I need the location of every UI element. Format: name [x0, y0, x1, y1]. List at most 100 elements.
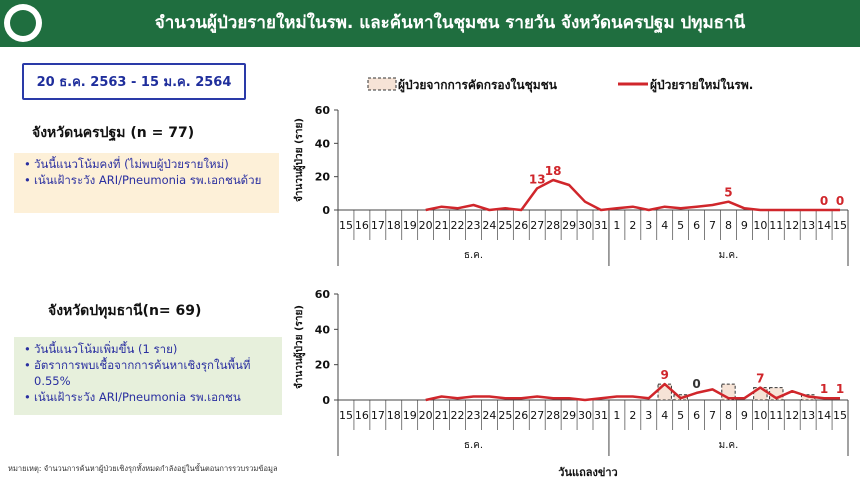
x-tick-label: 18	[387, 219, 401, 232]
y-tick-label: 60	[315, 104, 331, 117]
y-tick-label: 40	[315, 137, 331, 150]
province2-note: วันนี้แนวโน้มเพิ่มขึ้น (1 ราย)	[24, 341, 278, 357]
data-label: 7	[756, 372, 764, 386]
footnote: หมายเหตุ: จำนวนการค้นหาผู้ป่วยเชิงรุกทั้…	[8, 464, 278, 473]
x-tick-label: 10	[753, 219, 767, 232]
x-tick-label: 15	[339, 409, 353, 422]
y-tick-label: 40	[315, 323, 331, 336]
x-tick-label: 21	[435, 219, 449, 232]
y-axis-label: จำนวนผู้ป่วย (ราย)	[293, 118, 306, 202]
legend: ผู้ป่วยจากการคัดกรองในชุมชน ผู้ป่วยรายให…	[367, 77, 753, 93]
x-tick-label: 6	[693, 219, 700, 232]
data-label: 0	[820, 194, 828, 208]
x-tick-label: 24	[482, 219, 496, 232]
x-tick-label: 19	[403, 409, 417, 422]
x-tick-label: 3	[645, 409, 652, 422]
province2-note: เน้นเฝ้าระวัง ARI/Pneumonia รพ.เอกชน	[24, 389, 278, 405]
x-tick-label: 30	[578, 219, 592, 232]
x-tick-label: 20	[419, 219, 433, 232]
x-tick-label: 18	[387, 409, 401, 422]
x-tick-label: 13	[801, 219, 815, 232]
x-tick-label: 5	[677, 409, 684, 422]
data-label: 0	[836, 194, 844, 208]
x-tick-label: 28	[546, 219, 560, 232]
x-tick-label: 14	[817, 409, 831, 422]
y-tick-label: 60	[315, 288, 331, 301]
x-tick-label: 8	[725, 219, 732, 232]
x-tick-label: 31	[594, 219, 608, 232]
x-tick-label: 25	[498, 219, 512, 232]
x-tick-label: 9	[741, 409, 748, 422]
y-tick-label: 20	[315, 171, 331, 184]
province2-note: อัตราการพบเชื้อจากการค้นหาเชิงรุกในพื้นท…	[24, 357, 278, 389]
series-line	[425, 382, 840, 402]
x-tick-label: 23	[466, 409, 480, 422]
x-tick-label: 19	[403, 219, 417, 232]
data-label: 5	[724, 186, 732, 200]
x-tick-label: 28	[546, 409, 560, 422]
x-tick-label: 10	[753, 409, 767, 422]
x-tick-label: 25	[498, 409, 512, 422]
x-tick-label: 23	[466, 219, 480, 232]
ministry-logo-icon	[4, 4, 42, 42]
page-title: จำนวนผู้ป่วยรายใหม่ในรพ. และค้นหาในชุมชน…	[154, 13, 746, 33]
y-tick-label: 0	[322, 394, 330, 407]
x-tick-label: 12	[785, 219, 799, 232]
x-tick-label: 21	[435, 409, 449, 422]
province1-label: จังหวัดนครปฐม (n = 77)	[32, 125, 195, 141]
data-label: 13	[529, 172, 546, 186]
x-tick-label: 8	[725, 409, 732, 422]
x-tick-label: 16	[355, 219, 369, 232]
x-tick-label: 15	[833, 409, 847, 422]
series-line	[425, 178, 840, 212]
data-label: 1	[836, 382, 844, 396]
x-tick-label: 13	[801, 409, 815, 422]
x-tick-label: 31	[594, 409, 608, 422]
x-tick-label: 2	[629, 409, 636, 422]
province1-note: วันนี้แนวโน้มคงที่ (ไม่พบผู้ป่วยรายใหม่)	[24, 156, 275, 172]
x-tick-label: 29	[562, 409, 576, 422]
province2-notes: วันนี้แนวโน้มเพิ่มขึ้น (1 ราย) อัตราการพ…	[14, 337, 282, 415]
x-tick-label: 15	[339, 219, 353, 232]
x-tick-label: 11	[769, 219, 783, 232]
x-tick-label: 26	[514, 409, 528, 422]
x-tick-label: 16	[355, 409, 369, 422]
header-bar: จำนวนผู้ป่วยรายใหม่ในรพ. และค้นหาในชุมชน…	[0, 0, 860, 47]
x-tick-label: 17	[371, 219, 385, 232]
province1-notes: วันนี้แนวโน้มคงที่ (ไม่พบผู้ป่วยรายใหม่)…	[14, 153, 279, 213]
x-tick-label: 22	[451, 219, 465, 232]
x-tick-label: 9	[741, 219, 748, 232]
date-range-box: 20 ธ.ค. 2563 - 15 ม.ค. 2564	[22, 63, 246, 100]
x-tick-label: 7	[709, 219, 716, 232]
x-tick-label: 27	[530, 219, 544, 232]
legend-line-label: ผู้ป่วยรายใหม่ในรพ.	[650, 77, 753, 93]
data-label: 9	[661, 368, 669, 382]
province1-note: เน้นเฝ้าระวัง ARI/Pneumonia รพ.เอกชนด้วย	[24, 172, 275, 188]
x-tick-label: 15	[833, 219, 847, 232]
data-label: 18	[545, 164, 562, 178]
x-tick-label: 4	[661, 409, 668, 422]
province2-label: จังหวัดปทุมธานี(n= 69)	[48, 303, 202, 319]
y-tick-label: 0	[322, 204, 330, 217]
x-tick-label: 2	[629, 219, 636, 232]
bar	[657, 383, 672, 401]
x-tick-label: 1	[613, 219, 620, 232]
x-tick-label: 30	[578, 409, 592, 422]
month-group-label: ธ.ค.	[464, 440, 483, 451]
x-tick-label: 12	[785, 409, 799, 422]
x-tick-label: 6	[693, 409, 700, 422]
x-axis-label: วันแถลงข่าว	[558, 466, 617, 479]
x-tick-label: 11	[769, 409, 783, 422]
data-label: 0	[692, 377, 700, 391]
x-tick-label: 1	[613, 409, 620, 422]
x-tick-label: 3	[645, 219, 652, 232]
legend-bar-swatch	[367, 77, 397, 91]
date-range: 20 ธ.ค. 2563 - 15 ม.ค. 2564	[36, 75, 232, 90]
x-tick-label: 22	[451, 409, 465, 422]
x-tick-label: 24	[482, 409, 496, 422]
month-group-label: ธ.ค.	[464, 250, 483, 261]
y-tick-label: 20	[315, 359, 331, 372]
